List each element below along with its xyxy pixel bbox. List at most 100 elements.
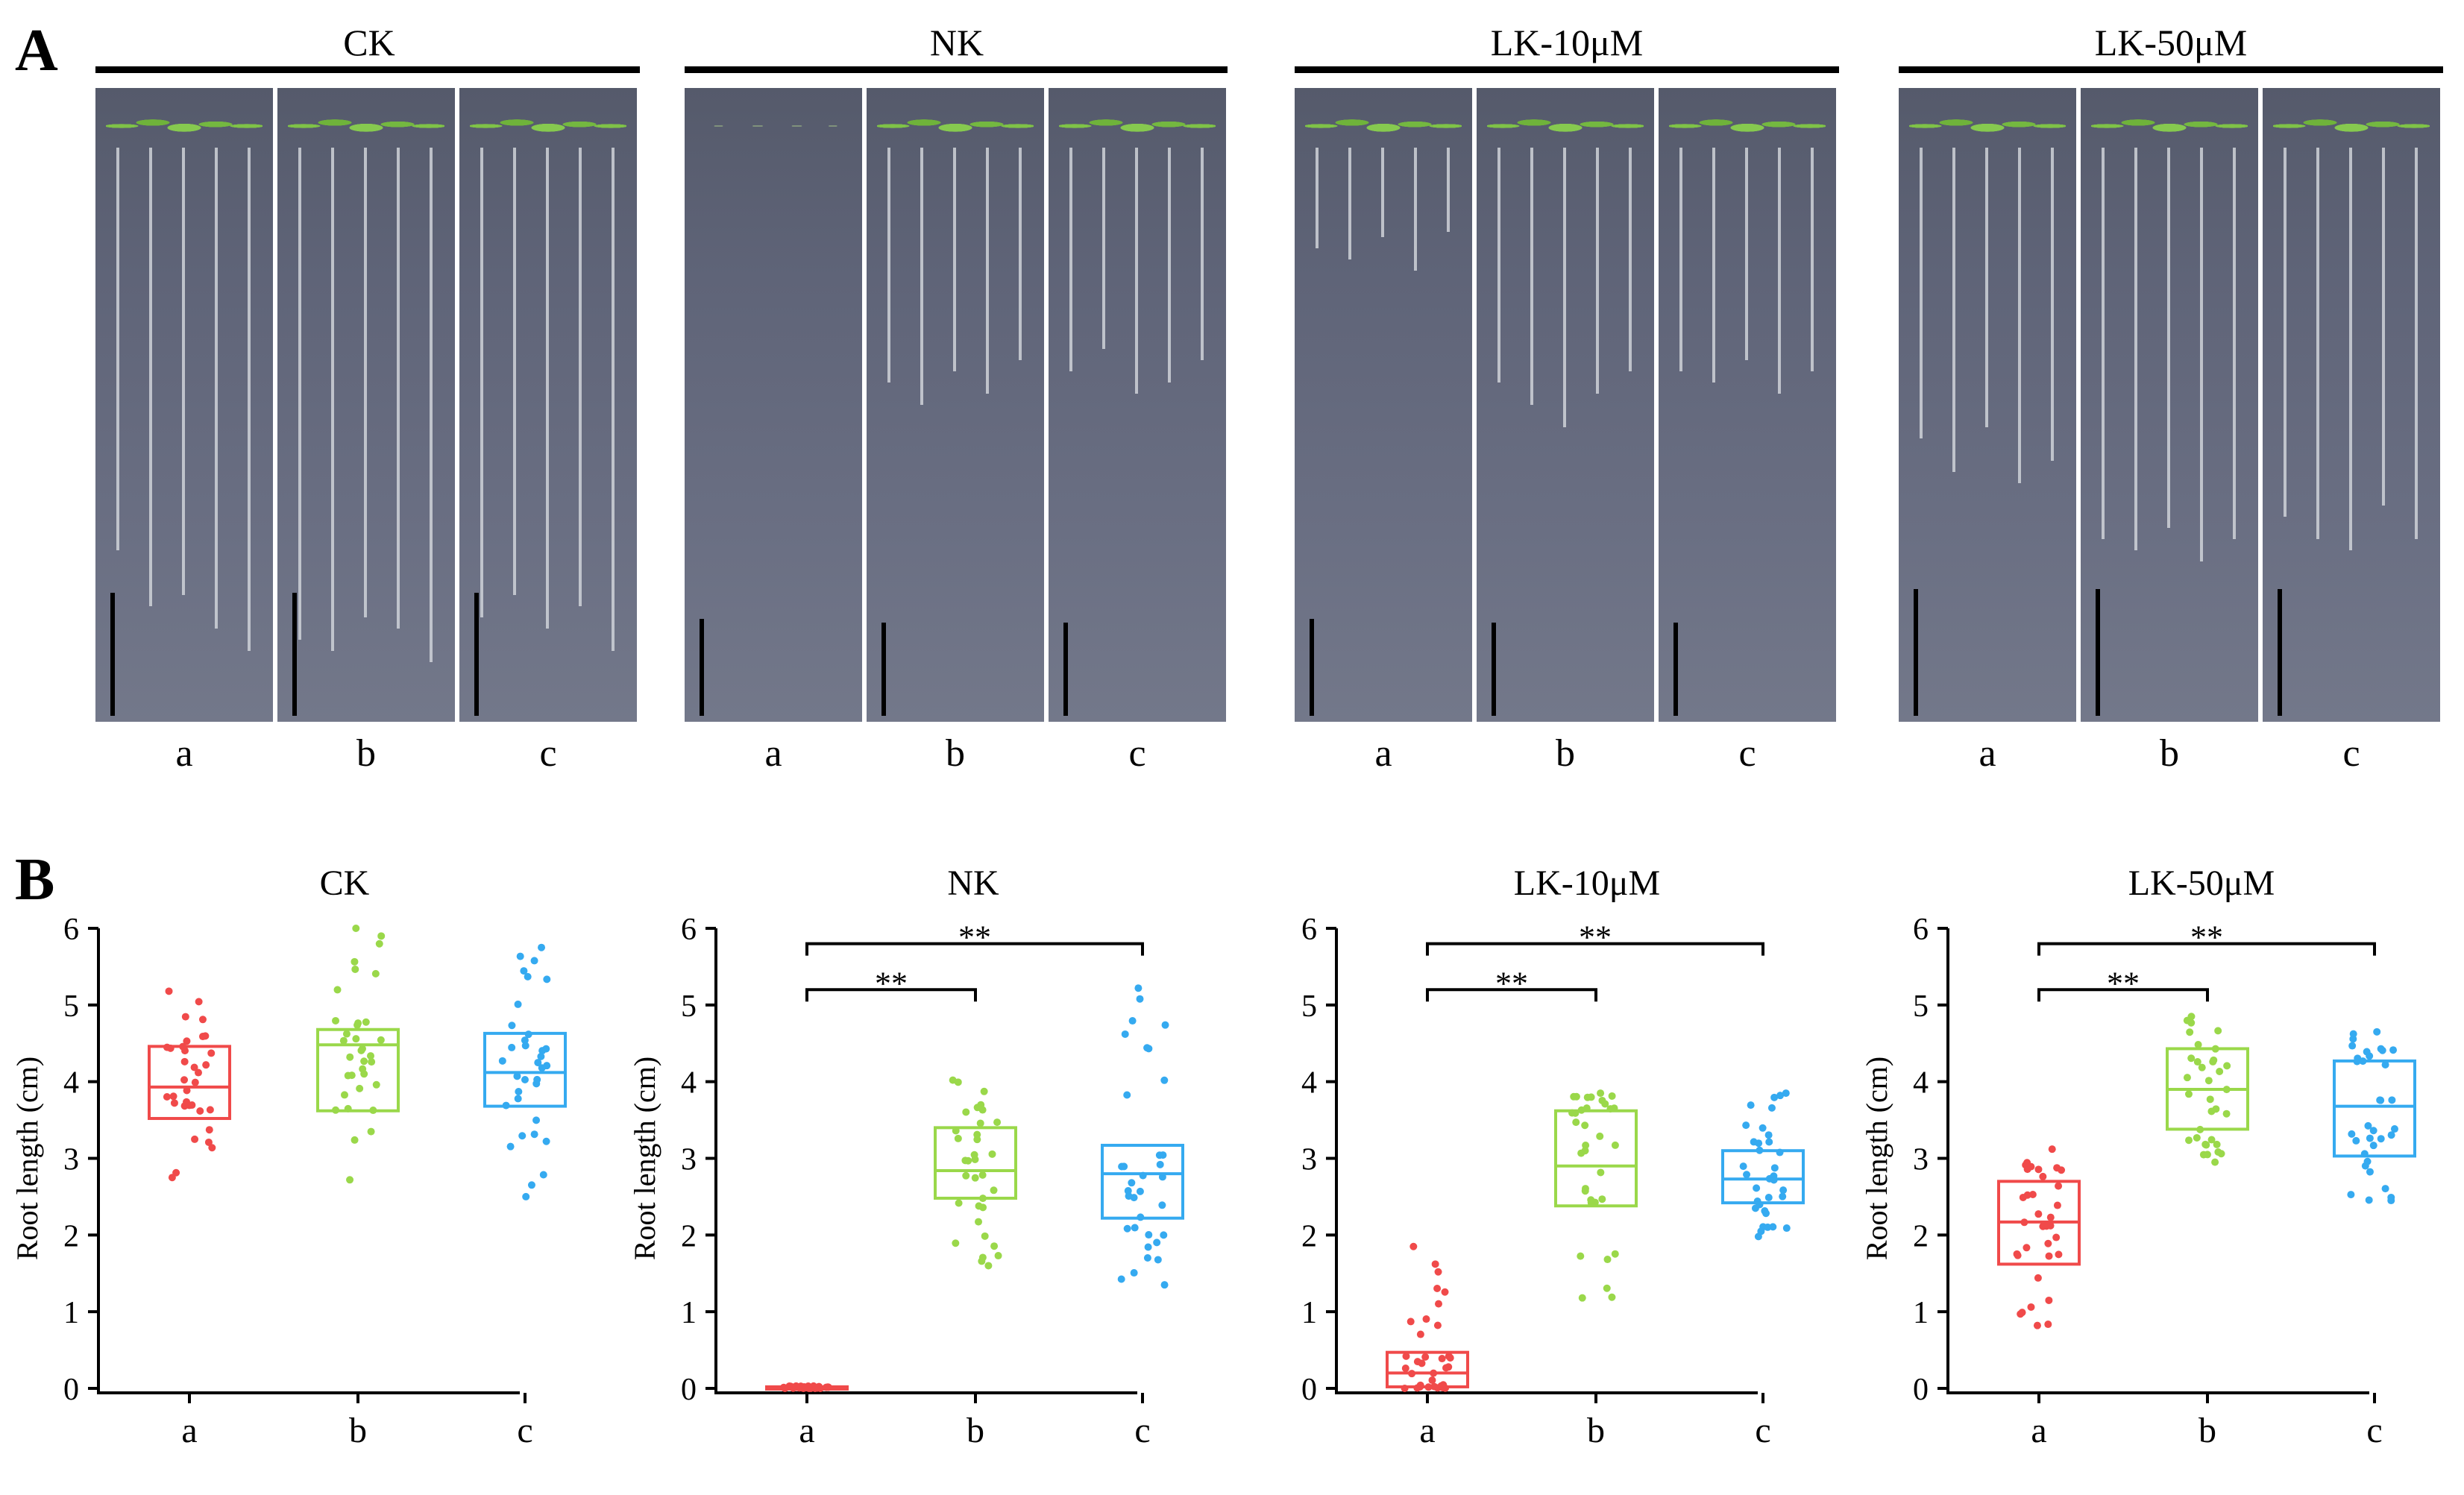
data-point (181, 1047, 189, 1055)
data-point (1143, 1254, 1151, 1262)
data-point (354, 1019, 362, 1027)
data-point (2039, 1172, 2047, 1180)
significance-label: ** (1579, 919, 1612, 956)
data-point (2347, 1191, 2355, 1199)
data-point (978, 1171, 987, 1179)
data-point (340, 1091, 348, 1099)
data-point (1416, 1330, 1424, 1338)
data-point (1611, 1250, 1619, 1258)
data-point (332, 1016, 340, 1025)
scale-bar (700, 619, 704, 716)
x-tick-label: a (799, 1411, 814, 1450)
seedling-leaves (288, 109, 444, 143)
seedling-photo (2081, 88, 2258, 722)
data-point (1776, 1092, 1785, 1100)
data-point (521, 1042, 529, 1050)
seedling-root (2415, 148, 2418, 539)
data-point (542, 1045, 550, 1053)
seedling-root (1102, 148, 1105, 349)
data-point (2207, 1107, 2216, 1115)
data-point (351, 957, 359, 966)
data-point (2048, 1145, 2056, 1153)
x-tick-label: b (349, 1411, 367, 1450)
data-point (333, 986, 342, 994)
box-iqr (1554, 1109, 1638, 1208)
data-point (357, 1046, 365, 1054)
seedling-root (1201, 148, 1204, 360)
photo-label: a (1979, 732, 1996, 775)
data-point (2028, 1191, 2037, 1199)
y-tick-label: 2 (63, 1219, 79, 1253)
seedling-root (1629, 148, 1632, 371)
x-tick-label: a (1419, 1411, 1435, 1450)
data-point (976, 1119, 984, 1127)
data-point (1433, 1285, 1442, 1293)
data-point (1767, 1104, 1776, 1112)
data-point (2348, 1130, 2356, 1138)
data-point (1136, 1187, 1144, 1195)
data-point (2223, 1062, 2231, 1070)
y-tick-label: 0 (63, 1373, 79, 1407)
significance-bracket (805, 942, 1144, 956)
data-point (1608, 1092, 1616, 1100)
data-point (2214, 1148, 2222, 1156)
scale-bar (1063, 623, 1068, 716)
data-point (346, 1053, 354, 1061)
seedling-root (1679, 148, 1682, 371)
data-point (2023, 1159, 2031, 1167)
data-point (1434, 1300, 1442, 1308)
data-point (1608, 1293, 1616, 1301)
significance-bracket (805, 988, 977, 1002)
data-point (1145, 1231, 1153, 1239)
data-point (2187, 1054, 2196, 1063)
data-point (1757, 1227, 1765, 1236)
data-point (1598, 1096, 1606, 1104)
data-point (191, 1135, 199, 1143)
data-point (2033, 1321, 2041, 1329)
photo-group-title-bar (1899, 66, 2443, 73)
photo-label: a (764, 732, 782, 775)
seedling-root (480, 148, 483, 617)
seedling-root (1745, 148, 1748, 360)
chart-title: CK (320, 863, 370, 903)
data-point (498, 1057, 506, 1065)
seedling-photo (1659, 88, 1836, 722)
data-point (518, 1132, 527, 1140)
data-point (955, 1199, 963, 1207)
seedling-photo (95, 88, 273, 722)
data-point (1764, 1131, 1773, 1139)
data-point (506, 1142, 515, 1151)
seedling-root (1348, 148, 1351, 259)
data-point (988, 1150, 996, 1158)
data-point (514, 1000, 522, 1008)
data-point (1409, 1242, 1418, 1250)
box-iqr (483, 1031, 567, 1108)
seedling-root (1135, 148, 1138, 394)
data-point (360, 1070, 368, 1078)
seedling-root (1316, 148, 1319, 248)
y-axis-label: Root length (cm) (10, 1057, 44, 1260)
data-point (2369, 1127, 2377, 1135)
data-point (1581, 1121, 1589, 1130)
data-point (1159, 1151, 1167, 1159)
significance-bracket (2037, 988, 2209, 1002)
data-point (516, 952, 524, 960)
data-point (348, 1071, 356, 1080)
y-tick-label: 6 (1913, 913, 1929, 947)
data-point (2349, 1030, 2357, 1038)
data-point (1145, 1045, 1153, 1053)
seedling-root (1563, 148, 1566, 427)
data-point (1742, 1121, 1750, 1130)
significance-label: ** (1495, 965, 1528, 1001)
data-point (1445, 1352, 1453, 1360)
data-point (2213, 1140, 2221, 1148)
data-point (1407, 1318, 1415, 1326)
data-point (206, 1106, 214, 1114)
box-iqr (1101, 1144, 1184, 1220)
seedling-root (1985, 148, 1988, 427)
seedling-root (1530, 148, 1533, 405)
data-point (1761, 1207, 1769, 1215)
data-point (2193, 1058, 2201, 1066)
data-point (2187, 1019, 2196, 1027)
data-point (2377, 1045, 2385, 1053)
